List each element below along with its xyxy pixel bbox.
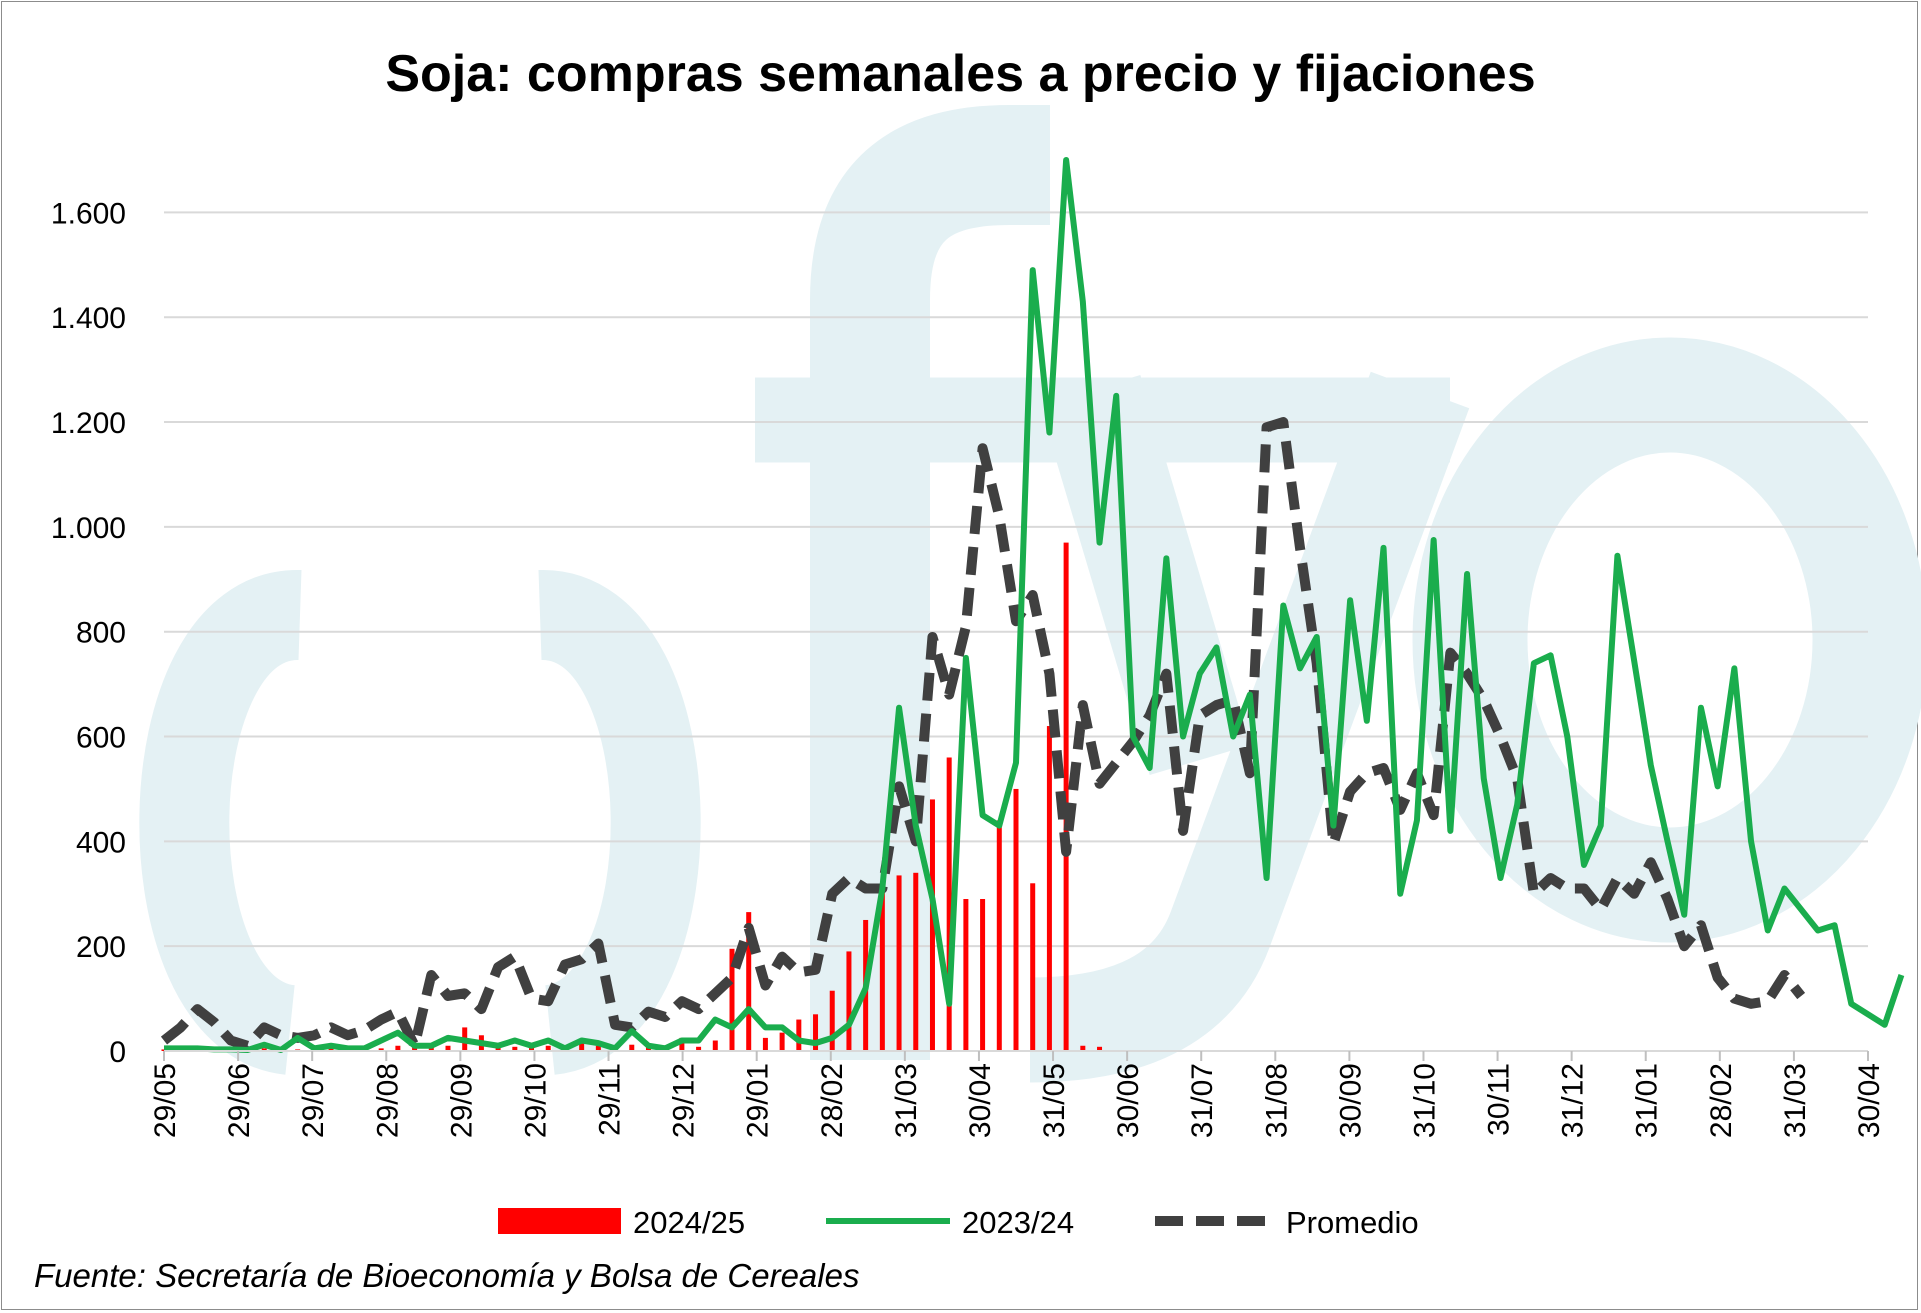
bar bbox=[1063, 542, 1069, 1051]
y-tick-label: 1.000 bbox=[51, 512, 126, 545]
bar bbox=[746, 912, 752, 1051]
x-tick-label: 29/10 bbox=[519, 1063, 552, 1138]
bar bbox=[896, 875, 902, 1051]
bar bbox=[712, 1040, 718, 1051]
bar bbox=[428, 1046, 434, 1051]
bar bbox=[395, 1045, 401, 1051]
y-tick-label: 800 bbox=[76, 617, 126, 650]
bar bbox=[1013, 788, 1019, 1051]
bar bbox=[779, 1032, 785, 1051]
bar bbox=[595, 1045, 601, 1051]
bar bbox=[996, 820, 1002, 1051]
y-tick-label: 0 bbox=[109, 1036, 126, 1069]
chart-title: Soja: compras semanales a precio y fijac… bbox=[385, 45, 1536, 103]
bar bbox=[512, 1046, 518, 1051]
x-tick-label: 30/06 bbox=[1112, 1063, 1145, 1138]
bar bbox=[261, 1048, 267, 1051]
y-tick-label: 1.400 bbox=[51, 302, 126, 335]
x-tick-label: 29/08 bbox=[371, 1063, 404, 1138]
x-tick-label: 28/02 bbox=[1705, 1063, 1738, 1138]
bar bbox=[328, 1048, 334, 1051]
x-tick-label: 29/07 bbox=[297, 1063, 330, 1138]
x-tick-label: 31/01 bbox=[1631, 1063, 1664, 1138]
bar bbox=[378, 1048, 384, 1051]
bar bbox=[679, 1037, 685, 1051]
bar bbox=[629, 1044, 635, 1051]
bar bbox=[929, 799, 935, 1051]
x-tick-label: 30/09 bbox=[1334, 1063, 1367, 1138]
bar bbox=[980, 899, 986, 1051]
x-tick-label: 29/05 bbox=[149, 1063, 182, 1138]
watermark-letter-o bbox=[1412, 337, 1921, 943]
legend-label-2023-24: 2023/24 bbox=[962, 1205, 1074, 1240]
x-tick-label: 31/07 bbox=[1186, 1063, 1219, 1138]
watermark-letter-f bbox=[810, 105, 1050, 1060]
fyo-watermark-logo bbox=[139, 105, 1921, 1083]
y-tick-label: 1.600 bbox=[51, 197, 126, 230]
x-tick-label: 31/05 bbox=[1038, 1063, 1071, 1138]
x-tick-label: 31/08 bbox=[1260, 1063, 1293, 1138]
x-tick-label: 29/12 bbox=[668, 1063, 701, 1138]
x-tick-label: 31/12 bbox=[1557, 1063, 1590, 1138]
legend-label-2024-25: 2024/25 bbox=[633, 1205, 745, 1240]
x-tick-label: 30/04 bbox=[964, 1063, 997, 1138]
x-tick-label: 29/09 bbox=[445, 1063, 478, 1138]
x-tick-label: 30/04 bbox=[1853, 1063, 1886, 1138]
bar bbox=[946, 757, 952, 1051]
bar bbox=[729, 948, 735, 1051]
x-axis-ticks: 29/05 29/06 29/07 29/08 29/09 29/10 29/11 29/12… bbox=[149, 1051, 1886, 1138]
bar bbox=[913, 872, 919, 1051]
legend-swatch-2024-25 bbox=[498, 1208, 621, 1234]
x-tick-label: 31/03 bbox=[1779, 1063, 1812, 1138]
bar bbox=[579, 1043, 585, 1051]
y-tick-label: 1.200 bbox=[51, 407, 126, 440]
bar bbox=[445, 1045, 451, 1051]
legend: 2024/25 2023/24 Promedio bbox=[498, 1205, 1419, 1240]
bar bbox=[1097, 1046, 1103, 1051]
y-tick-label: 400 bbox=[76, 826, 126, 859]
line-promedio bbox=[160, 417, 1806, 1051]
bar bbox=[846, 951, 852, 1051]
series-lines bbox=[160, 157, 1905, 1053]
y-axis-labels: 0 200 400 600 800 1.000 1.200 1.400 1.600 bbox=[51, 197, 126, 1069]
x-tick-label: 29/11 bbox=[594, 1063, 627, 1136]
bar bbox=[1030, 883, 1036, 1051]
bar bbox=[879, 888, 885, 1051]
x-tick-label: 31/10 bbox=[1408, 1063, 1441, 1138]
x-tick-label: 30/11 bbox=[1483, 1063, 1516, 1136]
legend-label-promedio: Promedio bbox=[1286, 1205, 1419, 1240]
x-tick-label: 28/02 bbox=[816, 1063, 849, 1138]
bar bbox=[813, 1014, 819, 1051]
bar bbox=[412, 1046, 418, 1051]
x-tick-label: 31/03 bbox=[890, 1063, 923, 1138]
bar bbox=[829, 990, 835, 1051]
watermark-right-arc bbox=[537, 570, 701, 1075]
bar bbox=[1046, 726, 1052, 1051]
bar bbox=[696, 1046, 702, 1051]
bar bbox=[796, 1019, 802, 1051]
bar bbox=[545, 1045, 551, 1051]
bar bbox=[1080, 1045, 1086, 1051]
y-tick-label: 200 bbox=[76, 931, 126, 964]
x-tick-label: 29/01 bbox=[742, 1063, 775, 1138]
line-2023-24 bbox=[164, 157, 1905, 1053]
bar bbox=[963, 899, 969, 1051]
y-tick-label: 600 bbox=[76, 722, 126, 755]
watermark-left-arc bbox=[139, 570, 303, 1075]
x-tick-label: 29/06 bbox=[223, 1063, 256, 1138]
source-note: Fuente: Secretaría de Bioeconomía y Bols… bbox=[34, 1257, 860, 1294]
bar bbox=[762, 1037, 768, 1051]
